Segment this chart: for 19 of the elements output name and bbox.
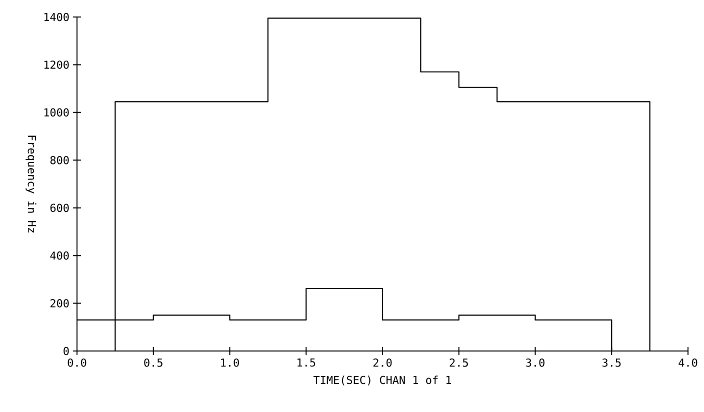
x-tick-label: 0.0 (68, 358, 86, 367)
x-tick-label: 1.0 (221, 358, 239, 367)
y-tick-label: 1400 (44, 12, 69, 22)
y-tick-label: 1000 (44, 108, 69, 117)
x-tick-label: 3.0 (526, 358, 544, 367)
x-tick-label: 1.5 (298, 358, 316, 367)
x-axis-title: TIME(SEC) CHAN 1 of 1 (313, 376, 452, 386)
x-tick-label: 2.0 (373, 358, 392, 367)
x-tick-label: 0.5 (144, 358, 162, 367)
x-tick-label: 4.0 (678, 358, 698, 367)
y-tick-label: 800 (50, 156, 69, 164)
x-tick-label: 2.5 (450, 358, 468, 367)
x-tick-label: 3.5 (602, 358, 621, 367)
y-axis-title: Frequency in Hz (26, 136, 36, 232)
y-tick-label: 400 (50, 251, 69, 260)
y-tick-label: 1200 (44, 60, 69, 69)
y-tick-label: 600 (50, 204, 69, 212)
y-tick-label: 0 (64, 346, 69, 356)
y-tick-label: 200 (50, 299, 69, 308)
